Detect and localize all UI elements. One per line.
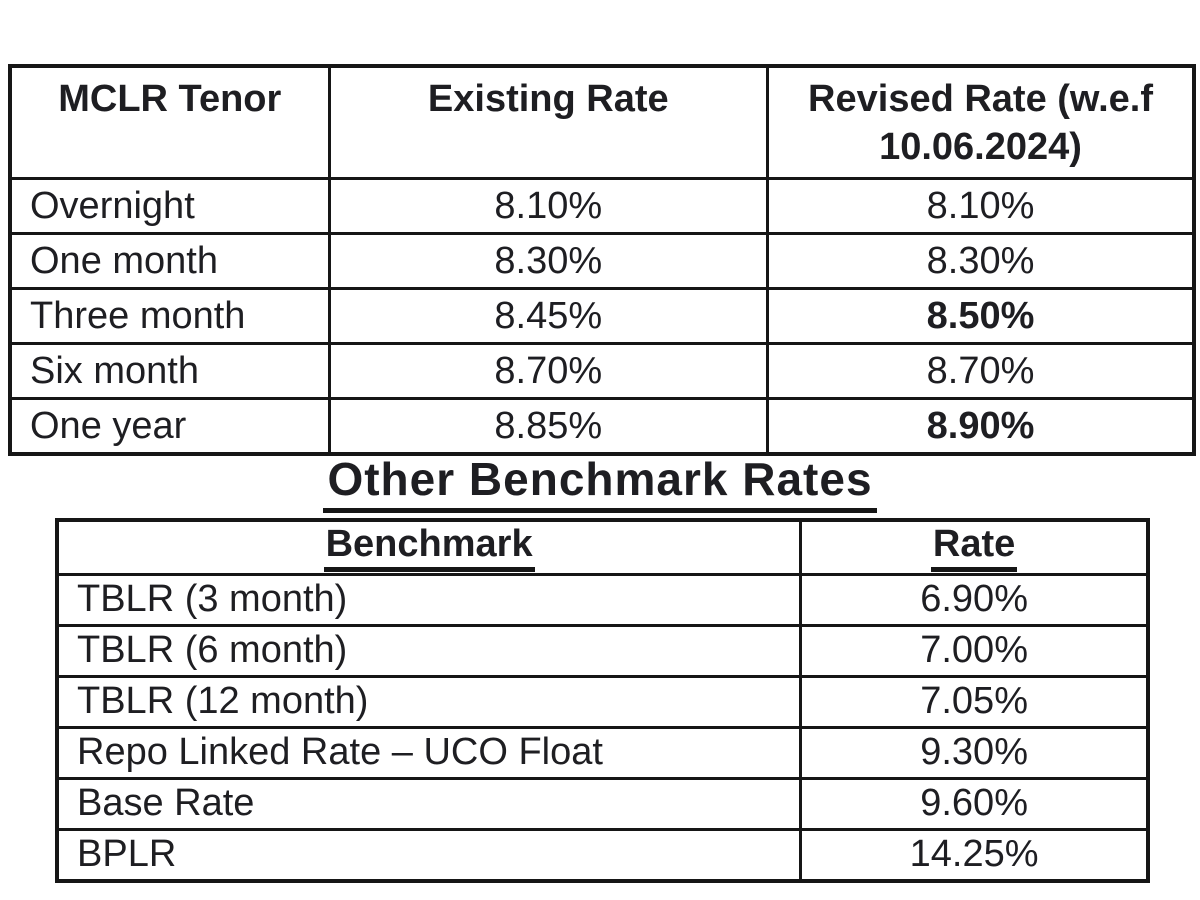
table-row: TBLR (3 month) 6.90% [55, 572, 1150, 627]
existing-rate-cell: 8.45% [327, 287, 770, 345]
benchmark-header-rate: Rate [799, 518, 1150, 576]
mclr-header-existing-rate: Existing Rate [327, 64, 770, 180]
benchmark-cell: TBLR (12 month) [55, 674, 803, 729]
rate-header-label: Rate [930, 523, 1018, 572]
tenor-cell: Six month [8, 342, 331, 400]
revised-rate-cell: 8.70% [766, 342, 1196, 400]
table-row: Overnight 8.10% 8.10% [8, 177, 1196, 235]
benchmark-cell: TBLR (3 month) [55, 572, 803, 627]
existing-rate-cell: 8.10% [327, 177, 770, 235]
tenor-cell: One month [8, 232, 331, 290]
table-row: Three month 8.45% 8.50% [8, 287, 1196, 345]
benchmark-rates-table: Benchmark Rate TBLR (3 month) 6.90% TBLR… [55, 518, 1150, 883]
benchmark-cell: BPLR [55, 827, 803, 883]
mclr-rates-table: MCLR Tenor Existing Rate Revised Rate (w… [8, 64, 1196, 456]
existing-rate-cell: 8.85% [327, 397, 770, 456]
benchmark-header-row: Benchmark Rate [55, 518, 1150, 576]
mclr-header-revised-rate: Revised Rate (w.e.f 10.06.2024) [766, 64, 1196, 180]
table-row: One month 8.30% 8.30% [8, 232, 1196, 290]
tenor-cell: Three month [8, 287, 331, 345]
existing-rate-cell: 8.70% [327, 342, 770, 400]
table-row: Base Rate 9.60% [55, 776, 1150, 831]
rate-cell: 6.90% [799, 572, 1150, 627]
section-title: Other Benchmark Rates [323, 453, 877, 513]
benchmark-header-label: Benchmark [323, 523, 535, 572]
revised-rate-cell: 8.50% [766, 287, 1196, 345]
revised-rate-cell: 8.30% [766, 232, 1196, 290]
table-row: BPLR 14.25% [55, 827, 1150, 883]
mclr-header-tenor: MCLR Tenor [8, 64, 331, 180]
rate-cell: 7.05% [799, 674, 1150, 729]
table-row: Repo Linked Rate – UCO Float 9.30% [55, 725, 1150, 780]
benchmark-cell: Repo Linked Rate – UCO Float [55, 725, 803, 780]
tenor-cell: One year [8, 397, 331, 456]
table-row: Six month 8.70% 8.70% [8, 342, 1196, 400]
table-row: One year 8.85% 8.90% [8, 397, 1196, 456]
revised-rate-cell: 8.90% [766, 397, 1196, 456]
rate-cell: 9.30% [799, 725, 1150, 780]
rate-cell: 9.60% [799, 776, 1150, 831]
existing-rate-cell: 8.30% [327, 232, 770, 290]
rate-cell: 14.25% [799, 827, 1150, 883]
section-title-wrap: Other Benchmark Rates [0, 453, 1200, 513]
table-row: TBLR (12 month) 7.05% [55, 674, 1150, 729]
benchmark-header-benchmark: Benchmark [55, 518, 803, 576]
rate-cell: 7.00% [799, 623, 1150, 678]
mclr-header-row: MCLR Tenor Existing Rate Revised Rate (w… [8, 64, 1196, 180]
revised-rate-cell: 8.10% [766, 177, 1196, 235]
tenor-cell: Overnight [8, 177, 331, 235]
table-row: TBLR (6 month) 7.00% [55, 623, 1150, 678]
benchmark-cell: Base Rate [55, 776, 803, 831]
benchmark-cell: TBLR (6 month) [55, 623, 803, 678]
